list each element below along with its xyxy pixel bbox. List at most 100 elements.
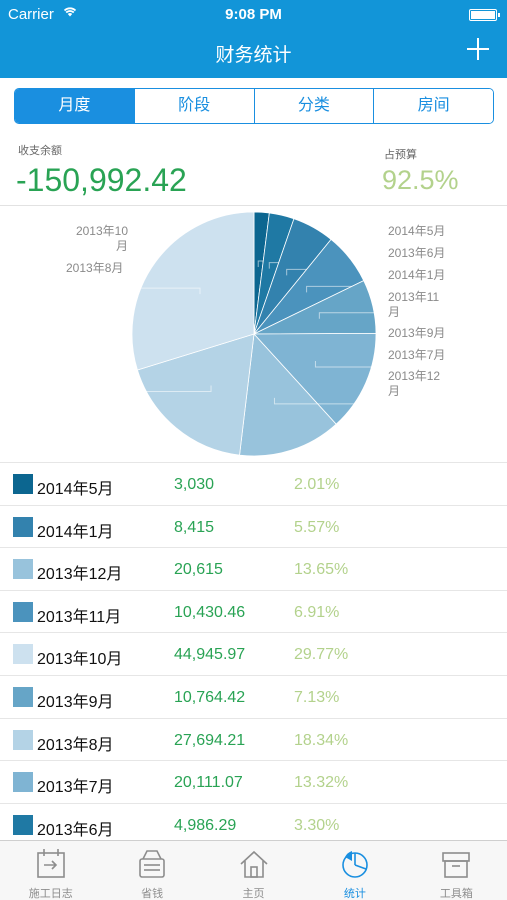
table-row[interactable]: 2014年5月 3,030 2.01% — [0, 462, 507, 505]
row-month: 2014年5月 — [37, 481, 114, 498]
pie-chart-svg — [128, 211, 386, 457]
pie-slice — [239, 333, 337, 457]
pie-leader-line — [128, 287, 201, 295]
table-row[interactable]: 2013年6月 4,986.29 3.30% — [0, 802, 507, 846]
row-month: 2013年11月 — [37, 608, 122, 626]
row-amount: 4,986.29 — [174, 816, 237, 834]
color-swatch — [13, 644, 33, 665]
color-swatch — [13, 474, 33, 494]
tab-toolbox[interactable]: 工具箱 — [406, 841, 507, 900]
pie-slice — [136, 333, 255, 456]
calendar-log-icon — [34, 847, 68, 881]
status-bar: Carrier 9:08 PM — [0, 4, 507, 24]
row-month: 2013年9月 — [37, 693, 114, 711]
row-amount: 44,945.97 — [174, 646, 246, 664]
app-header: Carrier 9:08 PM 财务统计 — [0, 0, 507, 78]
tab-label: 统计 — [343, 888, 366, 900]
color-swatch — [13, 814, 33, 835]
pie-label-right-6: 2013年12 月 — [388, 369, 441, 398]
battery-icon — [469, 9, 500, 21]
tab-bar: 施工日志 省钱 主页 统计 工具箱 — [0, 840, 507, 900]
segment-stage[interactable]: 阶段 — [133, 89, 254, 123]
tab-label: 施工日志 — [28, 888, 73, 900]
row-percent: 18.34% — [294, 731, 349, 749]
table-row[interactable]: 2013年11月 10,430.46 6.91% — [0, 589, 507, 633]
row-percent: 2.01% — [294, 476, 340, 493]
row-amount: 10,764.42 — [174, 688, 246, 706]
tab-save-money[interactable]: 省钱 — [101, 841, 202, 900]
pie-leader-line — [273, 397, 386, 405]
row-month: 2013年6月 — [37, 821, 114, 839]
wifi-icon — [62, 4, 78, 21]
pie-label-right-5: 2013年7月 — [388, 348, 446, 362]
pie-label-right-0: 2014年5月 — [388, 224, 446, 238]
row-amount: 27,694.21 — [174, 731, 246, 749]
color-swatch — [13, 601, 33, 622]
tab-home[interactable]: 主页 — [203, 841, 304, 900]
table-row[interactable]: 2013年12月 20,615 13.65% — [0, 547, 507, 590]
toolbox-icon — [439, 847, 473, 881]
carrier-label: Carrier — [8, 6, 54, 23]
row-amount: 20,615 — [174, 561, 223, 579]
table-row[interactable]: 2013年9月 10,764.42 7.13% — [0, 674, 507, 718]
segment-room[interactable]: 房间 — [373, 89, 493, 123]
row-percent: 6.91% — [294, 603, 340, 621]
row-amount: 20,111.07 — [174, 774, 243, 792]
row-month: 2014年1月 — [37, 523, 114, 541]
row-percent: 13.65% — [294, 561, 349, 579]
budget-value: 92.5% — [382, 165, 459, 195]
row-amount: 8,415 — [174, 518, 215, 536]
color-swatch — [13, 729, 33, 750]
row-month: 2013年12月 — [37, 566, 123, 584]
tab-label: 省钱 — [141, 888, 164, 900]
pie-slice — [253, 332, 377, 425]
budget-label: 占预算 — [384, 149, 417, 161]
pie-leader-line — [318, 312, 386, 319]
row-amount: 3,030 — [174, 476, 215, 493]
table-row[interactable]: 2013年7月 20,111.07 13.32% — [0, 760, 507, 803]
pie-leader-line — [128, 385, 212, 393]
home-icon — [237, 847, 271, 881]
row-percent: 5.57% — [294, 518, 340, 536]
row-percent: 29.77% — [294, 646, 349, 664]
segment-monthly[interactable]: 月度 — [15, 89, 134, 123]
view-segmented-control: 月度 阶段 分类 房间 — [14, 88, 494, 124]
tab-label: 工具箱 — [439, 888, 473, 900]
pie-chart: 2014年5月 2013年6月 2014年1月 2013年11 月 2013年9… — [0, 206, 507, 462]
piggy-bank-icon — [135, 847, 169, 881]
tab-label: 主页 — [242, 888, 265, 900]
pie-label-right-4: 2013年9月 — [388, 326, 446, 340]
row-percent: 3.30% — [294, 816, 340, 834]
table-row[interactable]: 2013年10月 44,945.97 29.77% — [0, 632, 507, 675]
pie-label-left-1: 2013年8月 — [66, 261, 124, 275]
color-swatch — [13, 686, 33, 707]
pie-chart-icon — [338, 847, 372, 881]
pie-leader-line — [314, 360, 386, 368]
balance-label: 收支余额 — [18, 145, 62, 157]
pie-label-right-1: 2013年6月 — [388, 246, 446, 260]
row-amount: 10,430.46 — [174, 603, 246, 621]
row-percent: 7.13% — [294, 688, 340, 706]
page-title: 财务统计 — [215, 45, 292, 66]
tab-statistics[interactable]: 统计 — [304, 841, 405, 900]
row-month: 2013年8月 — [37, 736, 114, 754]
segment-category[interactable]: 分类 — [253, 89, 374, 123]
plus-icon[interactable] — [463, 34, 493, 64]
clock: 9:08 PM — [225, 6, 282, 23]
pie-slice — [131, 211, 255, 371]
color-swatch — [13, 772, 33, 793]
row-month: 2013年10月 — [37, 651, 123, 669]
table-row[interactable]: 2013年8月 27,694.21 18.34% — [0, 717, 507, 761]
table-row[interactable]: 2014年1月 8,415 5.57% — [0, 504, 507, 548]
row-month: 2013年7月 — [37, 779, 114, 797]
monthly-table: 2014年5月 3,030 2.01% 2014年1月 8,415 5.57% … — [0, 462, 507, 845]
divider — [0, 205, 507, 206]
color-swatch — [13, 516, 33, 537]
pie-label-right-3: 2013年11 月 — [388, 290, 440, 319]
balance-value: -150,992.42 — [16, 162, 187, 198]
tab-construction-log[interactable]: 施工日志 — [0, 841, 101, 900]
row-percent: 13.32% — [294, 774, 349, 792]
pie-label-left-0: 2013年10 月 — [75, 224, 128, 253]
pie-label-right-2: 2014年1月 — [388, 268, 446, 282]
color-swatch — [13, 559, 33, 580]
